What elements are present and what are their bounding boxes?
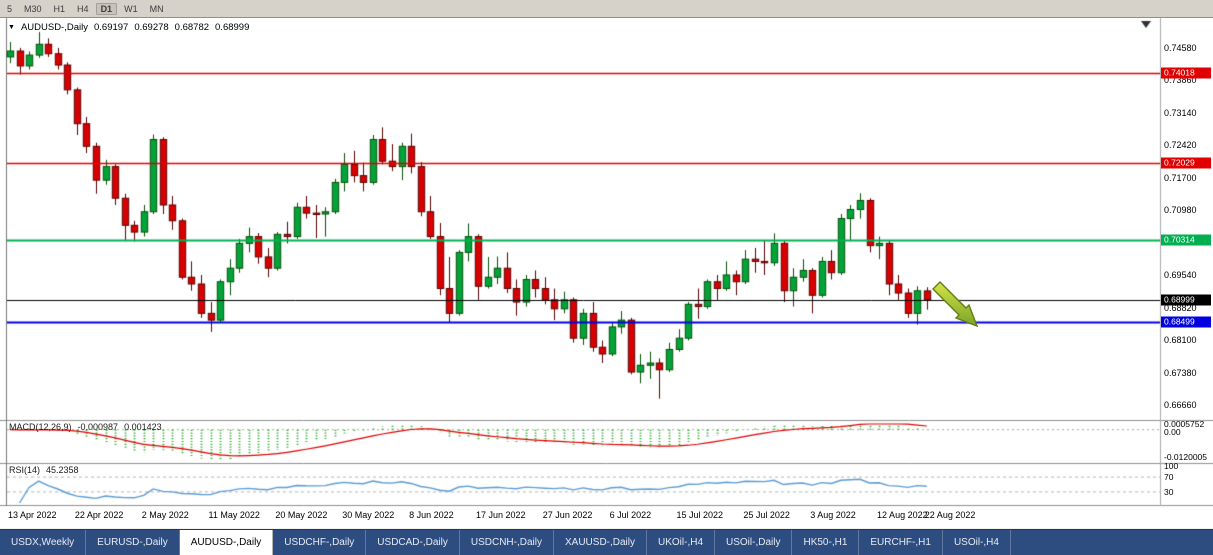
rsi-name: RSI(14)	[9, 465, 41, 475]
price-level-badge: 0.70314	[1161, 234, 1211, 246]
chart-tab-eurchf-h1[interactable]: EURCHF-,H1	[859, 530, 943, 555]
timeframe-toolbar: 5 M30 H1 H4 D1 W1 MN	[0, 0, 1213, 18]
rsi-value: 45.2358	[46, 465, 79, 475]
date-axis-label: 22 Apr 2022	[74, 510, 124, 520]
rsi-axis-tick: 70	[1164, 472, 1174, 482]
chart-tab-ukoil-h4[interactable]: UKOil-,H4	[647, 530, 716, 555]
date-axis-label: 3 Aug 2022	[810, 510, 856, 520]
price-level-badge: 0.68499	[1161, 316, 1211, 328]
chart-tab-usdx-weekly[interactable]: USDX,Weekly	[0, 530, 87, 555]
chart-tab-usoil-h4[interactable]: USOil-,H4	[943, 530, 1011, 555]
macd-indicator-label[interactable]: MACD(12,26,9) -0.000987 0.001423	[9, 422, 162, 432]
timeframe-button-h1[interactable]: H1	[53, 3, 66, 14]
date-axis-label: 30 May 2022	[342, 510, 395, 520]
price-level-badge: 0.68999	[1161, 294, 1211, 306]
macd-main-value: -0.000987	[77, 422, 119, 432]
timeframe-button-mn[interactable]: MN	[149, 3, 164, 14]
chart-tab-usdcad-daily[interactable]: USDCAD-,Daily	[366, 530, 460, 555]
ohlc-high: 0.69278	[134, 22, 169, 33]
price-axis-tick: 0.71700	[1164, 172, 1197, 183]
price-level-badge: 0.74018	[1161, 67, 1211, 79]
price-axis-tick: 0.68820	[1164, 302, 1197, 313]
chart-tab-xauusd-daily[interactable]: XAUUSD-,Daily	[554, 530, 647, 555]
one-click-trading-expand-icon[interactable]: ▼	[8, 24, 15, 31]
chart-tab-audusd-daily[interactable]: AUDUSD-,Daily	[179, 530, 274, 555]
price-axis-tick: 0.66660	[1164, 400, 1197, 411]
price-axis-tick: 0.73140	[1164, 107, 1197, 118]
chart-tab-eurusd-daily[interactable]: EURUSD-,Daily	[86, 530, 180, 555]
price-axis-tick: 0.74580	[1164, 42, 1197, 53]
date-axis-label: 13 Apr 2022	[8, 510, 57, 520]
timeframe-button-h4[interactable]: H4	[77, 3, 89, 14]
date-axis-label: 2 May 2022	[141, 510, 189, 520]
date-axis-label: 20 May 2022	[275, 510, 328, 520]
macd-name: MACD(12,26,9)	[9, 422, 72, 432]
timeframe-button-5[interactable]: 5	[7, 3, 13, 14]
date-axis-label: 8 Jun 2022	[409, 510, 454, 520]
timeframe-button-w1[interactable]: W1	[124, 3, 138, 14]
price-axis-tick: 0.70980	[1164, 205, 1197, 216]
date-axis-label: 22 Aug 2022	[924, 510, 976, 520]
date-axis-label: 11 May 2022	[208, 510, 260, 520]
price-level-badge: 0.72029	[1161, 157, 1211, 169]
chart-tab-usoil-daily[interactable]: USOil-,Daily	[715, 530, 793, 555]
chart-ohlc-header: ▼ AUDUSD-,Daily 0.69197 0.69278 0.68782 …	[8, 22, 249, 33]
price-axis-tick: 0.72420	[1164, 140, 1197, 151]
macd-signal-value: 0.001423	[124, 422, 162, 432]
date-axis-label: 6 Jul 2022	[609, 510, 652, 520]
date-axis-label: 12 Aug 2022	[877, 510, 928, 520]
price-axis-tick: 0.67380	[1164, 367, 1197, 378]
date-axis-label: 25 Jul 2022	[743, 510, 790, 520]
price-axis-tick: 0.73860	[1164, 75, 1197, 86]
chart-tab-hk50-h1[interactable]: HK50-,H1	[792, 530, 860, 555]
date-axis-label: 17 Jun 2022	[475, 510, 526, 520]
chart-tab-usdcnh-daily[interactable]: USDCNH-,Daily	[460, 530, 554, 555]
timeframe-button-d1[interactable]: D1	[95, 2, 118, 15]
rsi-indicator-label[interactable]: RSI(14) 45.2358	[9, 465, 79, 475]
timeframe-button-m30[interactable]: M30	[24, 3, 42, 14]
chart-symbol-title: AUDUSD-,Daily	[20, 22, 88, 33]
date-axis-label: 27 Jun 2022	[542, 510, 593, 520]
rsi-axis-tick: 100	[1164, 461, 1179, 471]
date-axis-label: 15 Jul 2022	[676, 510, 724, 520]
macd-axis-tick: 0.0005752	[1164, 419, 1205, 429]
macd-axis-tick: -0.0120005	[1164, 452, 1208, 462]
down-arrow-annotation-icon[interactable]	[932, 281, 988, 335]
price-axis-tick: 0.69540	[1164, 270, 1197, 281]
chart-tabs-bar: USDX,Weekly EURUSD-,Daily AUDUSD-,Daily USD…	[0, 529, 1213, 555]
ohlc-low: 0.68782	[174, 22, 210, 33]
macd-axis-tick: 0.00	[1164, 427, 1181, 437]
ohlc-open: 0.69197	[93, 22, 129, 33]
rsi-axis-tick: 30	[1164, 487, 1174, 497]
ohlc-close: 0.68999	[215, 22, 250, 33]
price-axis-tick: 0.68100	[1164, 335, 1197, 346]
chart-tab-usdchf-daily[interactable]: USDCHF-,Daily	[273, 530, 367, 555]
